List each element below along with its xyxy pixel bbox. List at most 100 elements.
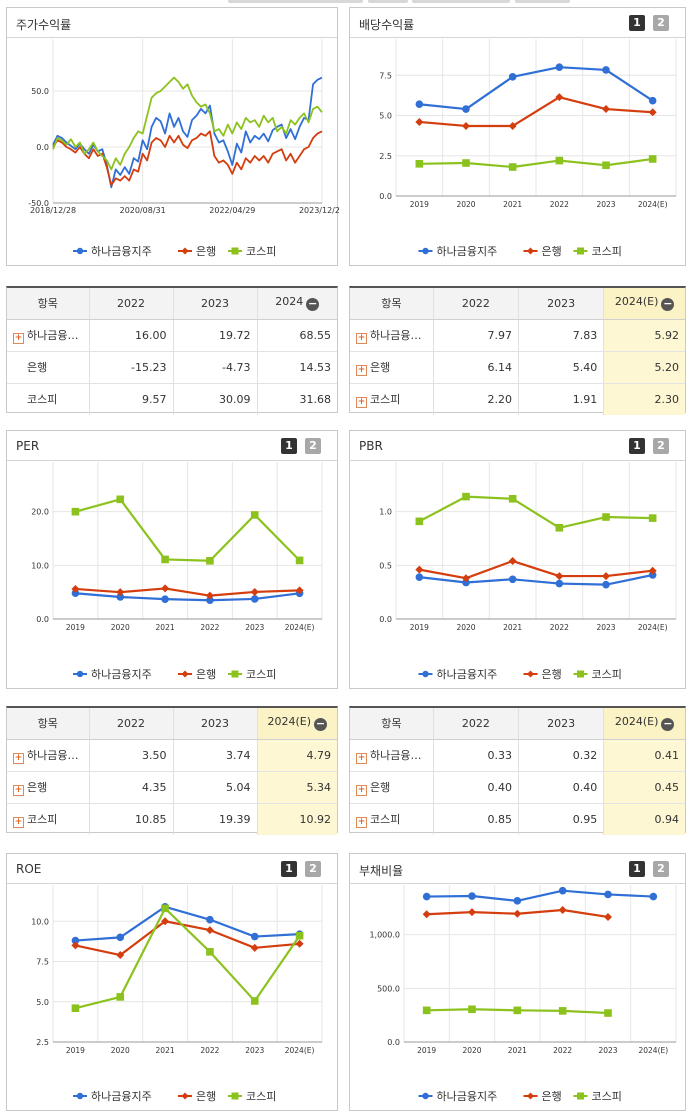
data-point-kospi[interactable] <box>468 1005 476 1014</box>
data-point-bank[interactable] <box>250 587 259 596</box>
data-point-kospi[interactable] <box>422 1006 431 1015</box>
legend-label[interactable]: 하나금융지주 <box>437 667 498 681</box>
data-point-kospi[interactable] <box>295 556 304 565</box>
data-point-bank[interactable] <box>250 943 259 952</box>
data-point-hana[interactable] <box>415 100 424 109</box>
data-point-hana[interactable] <box>558 886 567 895</box>
data-point-hana[interactable] <box>206 596 214 605</box>
data-point-hana[interactable] <box>422 892 431 901</box>
data-point-kospi[interactable] <box>415 517 424 526</box>
data-point-bank[interactable] <box>422 910 431 919</box>
data-point-bank[interactable] <box>558 905 567 914</box>
collapse-icon[interactable]: − <box>661 717 675 732</box>
data-point-hana[interactable] <box>555 63 564 71</box>
data-point-kospi[interactable] <box>415 160 424 168</box>
expand-icon[interactable]: + <box>356 332 367 344</box>
expand-icon[interactable]: + <box>356 364 367 376</box>
data-point-bank[interactable] <box>116 588 125 597</box>
page-button-1[interactable]: 1 <box>281 861 297 877</box>
data-point-bank[interactable] <box>462 121 470 130</box>
data-point-bank[interactable] <box>161 584 170 593</box>
data-point-bank[interactable] <box>508 557 517 566</box>
data-point-kospi[interactable] <box>602 513 610 521</box>
data-point-hana[interactable] <box>648 571 657 579</box>
legend-label[interactable]: 하나금융지주 <box>437 244 498 258</box>
data-point-bank[interactable] <box>604 912 612 921</box>
data-point-hana[interactable] <box>250 595 259 603</box>
legend-label[interactable]: 은행 <box>196 1090 216 1103</box>
page-button-2[interactable]: 2 <box>653 438 669 454</box>
data-point-kospi[interactable] <box>116 993 125 1001</box>
legend-label[interactable]: 하나금융지주 <box>91 244 152 258</box>
data-point-hana[interactable] <box>462 105 470 113</box>
data-point-bank[interactable] <box>555 93 564 102</box>
page-button-2[interactable]: 2 <box>305 861 321 877</box>
data-point-kospi[interactable] <box>555 156 564 165</box>
data-point-hana[interactable] <box>206 915 214 924</box>
data-point-hana[interactable] <box>513 897 522 905</box>
legend-label[interactable]: 은행 <box>196 668 216 681</box>
data-point-bank[interactable] <box>295 939 304 948</box>
expand-icon[interactable]: + <box>356 784 367 796</box>
data-point-bank[interactable] <box>205 591 214 600</box>
data-point-kospi[interactable] <box>648 155 657 163</box>
data-point-kospi[interactable] <box>602 161 610 170</box>
data-point-kospi[interactable] <box>250 997 259 1005</box>
data-point-hana[interactable] <box>648 96 657 105</box>
data-point-bank[interactable] <box>116 951 125 960</box>
data-point-bank[interactable] <box>555 572 564 581</box>
data-point-bank[interactable] <box>648 108 657 117</box>
page-button-1[interactable]: 1 <box>629 15 645 31</box>
page-button-1[interactable]: 1 <box>629 438 645 454</box>
legend-label[interactable]: 코스피 <box>246 245 276 258</box>
data-point-kospi[interactable] <box>508 163 517 171</box>
legend-label[interactable]: 코스피 <box>592 668 622 681</box>
data-point-bank[interactable] <box>415 117 424 126</box>
data-point-hana[interactable] <box>415 573 424 581</box>
data-point-hana[interactable] <box>508 575 517 584</box>
data-point-hana[interactable] <box>116 593 125 601</box>
legend-label[interactable]: 은행 <box>542 668 562 681</box>
page-button-2[interactable]: 2 <box>305 438 321 454</box>
data-point-kospi[interactable] <box>648 514 657 522</box>
data-point-kospi[interactable] <box>250 511 259 519</box>
data-point-kospi[interactable] <box>161 904 169 913</box>
data-point-bank[interactable] <box>602 572 610 581</box>
data-point-bank[interactable] <box>602 105 610 114</box>
data-point-kospi[interactable] <box>116 495 125 504</box>
legend-label[interactable]: 하나금융지주 <box>91 1089 152 1103</box>
data-point-hana[interactable] <box>602 66 610 74</box>
legend-label[interactable]: 코스피 <box>246 668 276 681</box>
data-point-bank[interactable] <box>205 926 214 935</box>
data-point-bank[interactable] <box>295 586 304 595</box>
legend-label[interactable]: 은행 <box>196 245 216 258</box>
top-tab[interactable] <box>228 0 363 3</box>
legend-label[interactable]: 하나금융지주 <box>91 667 152 681</box>
data-point-kospi[interactable] <box>295 931 304 940</box>
data-point-kospi[interactable] <box>604 1009 612 1017</box>
data-point-hana[interactable] <box>555 579 564 588</box>
data-point-bank[interactable] <box>161 917 170 926</box>
collapse-icon[interactable]: − <box>314 717 328 732</box>
legend-label[interactable]: 코스피 <box>246 1090 276 1103</box>
data-point-kospi[interactable] <box>513 1006 522 1015</box>
data-point-kospi[interactable] <box>555 523 564 532</box>
data-point-hana[interactable] <box>462 578 470 587</box>
expand-icon[interactable]: + <box>13 752 24 764</box>
top-tab[interactable] <box>368 0 408 3</box>
page-button-1[interactable]: 1 <box>281 438 297 454</box>
data-point-kospi[interactable] <box>558 1007 567 1015</box>
data-point-kospi[interactable] <box>462 159 470 167</box>
legend-label[interactable]: 은행 <box>542 245 562 258</box>
data-point-kospi[interactable] <box>206 556 214 565</box>
data-point-bank[interactable] <box>468 908 476 917</box>
collapse-icon[interactable]: − <box>661 297 675 312</box>
data-point-hana[interactable] <box>468 892 476 900</box>
expand-icon[interactable]: + <box>356 816 367 828</box>
expand-icon[interactable]: + <box>13 332 24 344</box>
data-point-bank[interactable] <box>508 121 517 130</box>
legend-label[interactable]: 은행 <box>542 1090 562 1103</box>
data-point-bank[interactable] <box>71 941 80 950</box>
data-point-kospi[interactable] <box>508 494 517 503</box>
data-point-bank[interactable] <box>71 584 80 593</box>
